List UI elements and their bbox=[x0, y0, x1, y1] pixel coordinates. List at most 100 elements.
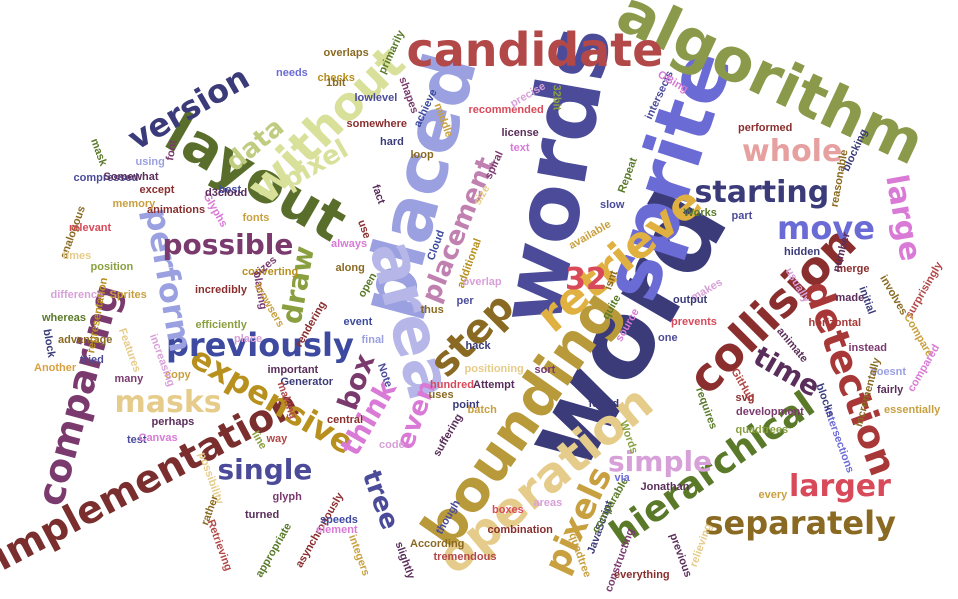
cloud-word: positioning bbox=[464, 362, 524, 375]
cloud-word: previous bbox=[666, 531, 694, 579]
cloud-word: code bbox=[379, 438, 405, 451]
cloud-word: fonts bbox=[242, 211, 270, 224]
cloud-word: simple bbox=[608, 445, 713, 478]
cloud-word: position bbox=[90, 260, 134, 273]
cloud-word: starting bbox=[694, 175, 830, 210]
cloud-word: always bbox=[331, 237, 368, 250]
cloud-word: quadtrees bbox=[735, 423, 789, 436]
cloud-word: using bbox=[135, 155, 165, 168]
cloud-word: Jonathan bbox=[640, 480, 690, 493]
cloud-word: place bbox=[234, 332, 263, 345]
cloud-word: important bbox=[267, 363, 319, 376]
cloud-word: doesnt bbox=[870, 365, 907, 378]
cloud-word: via bbox=[614, 471, 630, 484]
cloud-word: hundred bbox=[430, 378, 474, 391]
cloud-word: Generator bbox=[280, 375, 334, 388]
cloud-word: svg bbox=[735, 391, 755, 404]
cloud-word: except bbox=[139, 183, 175, 196]
cloud-word: text bbox=[510, 141, 530, 154]
cloud-word: prevents bbox=[671, 315, 717, 328]
cloud-word: performed bbox=[738, 121, 793, 134]
cloud-word: 32bit bbox=[550, 84, 563, 110]
cloud-word: hidden bbox=[784, 245, 821, 258]
cloud-word: test bbox=[127, 433, 147, 446]
cloud-word: development bbox=[736, 405, 804, 418]
cloud-word: output bbox=[673, 293, 708, 306]
cloud-word: final bbox=[361, 333, 385, 346]
cloud-word: tremendous bbox=[433, 550, 497, 563]
cloud-word: central bbox=[327, 413, 364, 426]
cloud-word: somewhere bbox=[346, 117, 408, 130]
cloud-word: areas bbox=[533, 496, 563, 509]
cloud-word: one bbox=[658, 331, 678, 344]
cloud-word: animations bbox=[147, 203, 206, 216]
cloud-word: loop bbox=[410, 148, 434, 161]
cloud-word: overlap bbox=[462, 275, 502, 288]
cloud-word: lowlevel bbox=[354, 91, 398, 104]
cloud-word: tried bbox=[80, 353, 104, 366]
cloud-word: horizontal bbox=[808, 316, 862, 329]
cloud-word: difference bbox=[50, 288, 104, 301]
cloud-word: combination bbox=[487, 523, 553, 536]
cloud-word: recommended bbox=[468, 103, 544, 116]
cloud-word: uses bbox=[428, 388, 454, 401]
cloud-word: thus bbox=[420, 303, 444, 316]
cloud-word: advantage bbox=[58, 333, 113, 346]
cloud-word: compressed bbox=[73, 171, 139, 184]
cloud-word: d3cloud bbox=[205, 186, 248, 199]
cloud-word: relevant bbox=[69, 221, 112, 234]
cloud-word: hard bbox=[380, 135, 404, 148]
cloud-word: point bbox=[452, 398, 480, 411]
cloud-word: mask bbox=[88, 136, 109, 168]
cloud-word: essentially bbox=[884, 403, 941, 416]
cloud-word: times bbox=[62, 249, 92, 262]
cloud-word: appropriate bbox=[252, 520, 294, 579]
cloud-word: instead bbox=[848, 341, 888, 354]
cloud-word: larger bbox=[789, 469, 891, 504]
cloud-word: found bbox=[588, 397, 620, 410]
cloud-word: whole bbox=[742, 134, 843, 169]
cloud-word: many bbox=[114, 372, 144, 385]
cloud-word: large bbox=[877, 171, 928, 264]
cloud-word: involves bbox=[877, 272, 910, 317]
cloud-word: integers bbox=[345, 532, 372, 577]
cloud-word: every bbox=[758, 488, 788, 501]
cloud-word: Canvas bbox=[138, 431, 178, 444]
cloud-word: perhaps bbox=[151, 415, 195, 428]
cloud-word: previously bbox=[166, 326, 354, 364]
cloud-word: everything bbox=[614, 568, 670, 581]
cloud-word: per bbox=[456, 294, 474, 307]
cloud-word: 32 bbox=[565, 262, 607, 297]
cloud-word: tree bbox=[355, 466, 405, 534]
cloud-word: Sprites bbox=[109, 288, 147, 301]
cloud-word: Features bbox=[115, 326, 143, 374]
cloud-word: converting bbox=[242, 265, 299, 278]
cloud-word: candidate bbox=[406, 23, 664, 77]
cloud-word: Somewhat bbox=[103, 170, 159, 183]
cloud-word: According bbox=[410, 537, 465, 550]
cloud-word: glyph bbox=[272, 490, 302, 503]
cloud-word: way bbox=[266, 432, 288, 445]
cloud-word: speeds bbox=[320, 513, 358, 526]
cloud-word: batch bbox=[467, 403, 497, 416]
cloud-word: along bbox=[335, 261, 365, 274]
cloud-word: slow bbox=[600, 198, 625, 211]
cloud-word: separately bbox=[704, 504, 896, 542]
cloud-word: overlaps bbox=[323, 46, 369, 59]
cloud-word: efficiently bbox=[195, 318, 247, 331]
cloud-word: Retrieving bbox=[204, 517, 235, 573]
cloud-word: made bbox=[835, 291, 865, 304]
cloud-word: possible bbox=[162, 228, 294, 261]
cloud-word: fairly bbox=[877, 383, 904, 396]
cloud-word: hack bbox=[465, 339, 491, 352]
cloud-word: boxes bbox=[492, 503, 524, 516]
cloud-word: turned bbox=[245, 508, 280, 521]
cloud-word: move bbox=[777, 209, 875, 247]
cloud-word: memory bbox=[112, 197, 156, 210]
cloud-word: relieving bbox=[687, 521, 715, 569]
cloud-word: block bbox=[39, 327, 57, 359]
cloud-word: license bbox=[501, 126, 539, 139]
cloud-word: sort bbox=[534, 363, 556, 376]
cloud-word: part bbox=[731, 209, 753, 222]
